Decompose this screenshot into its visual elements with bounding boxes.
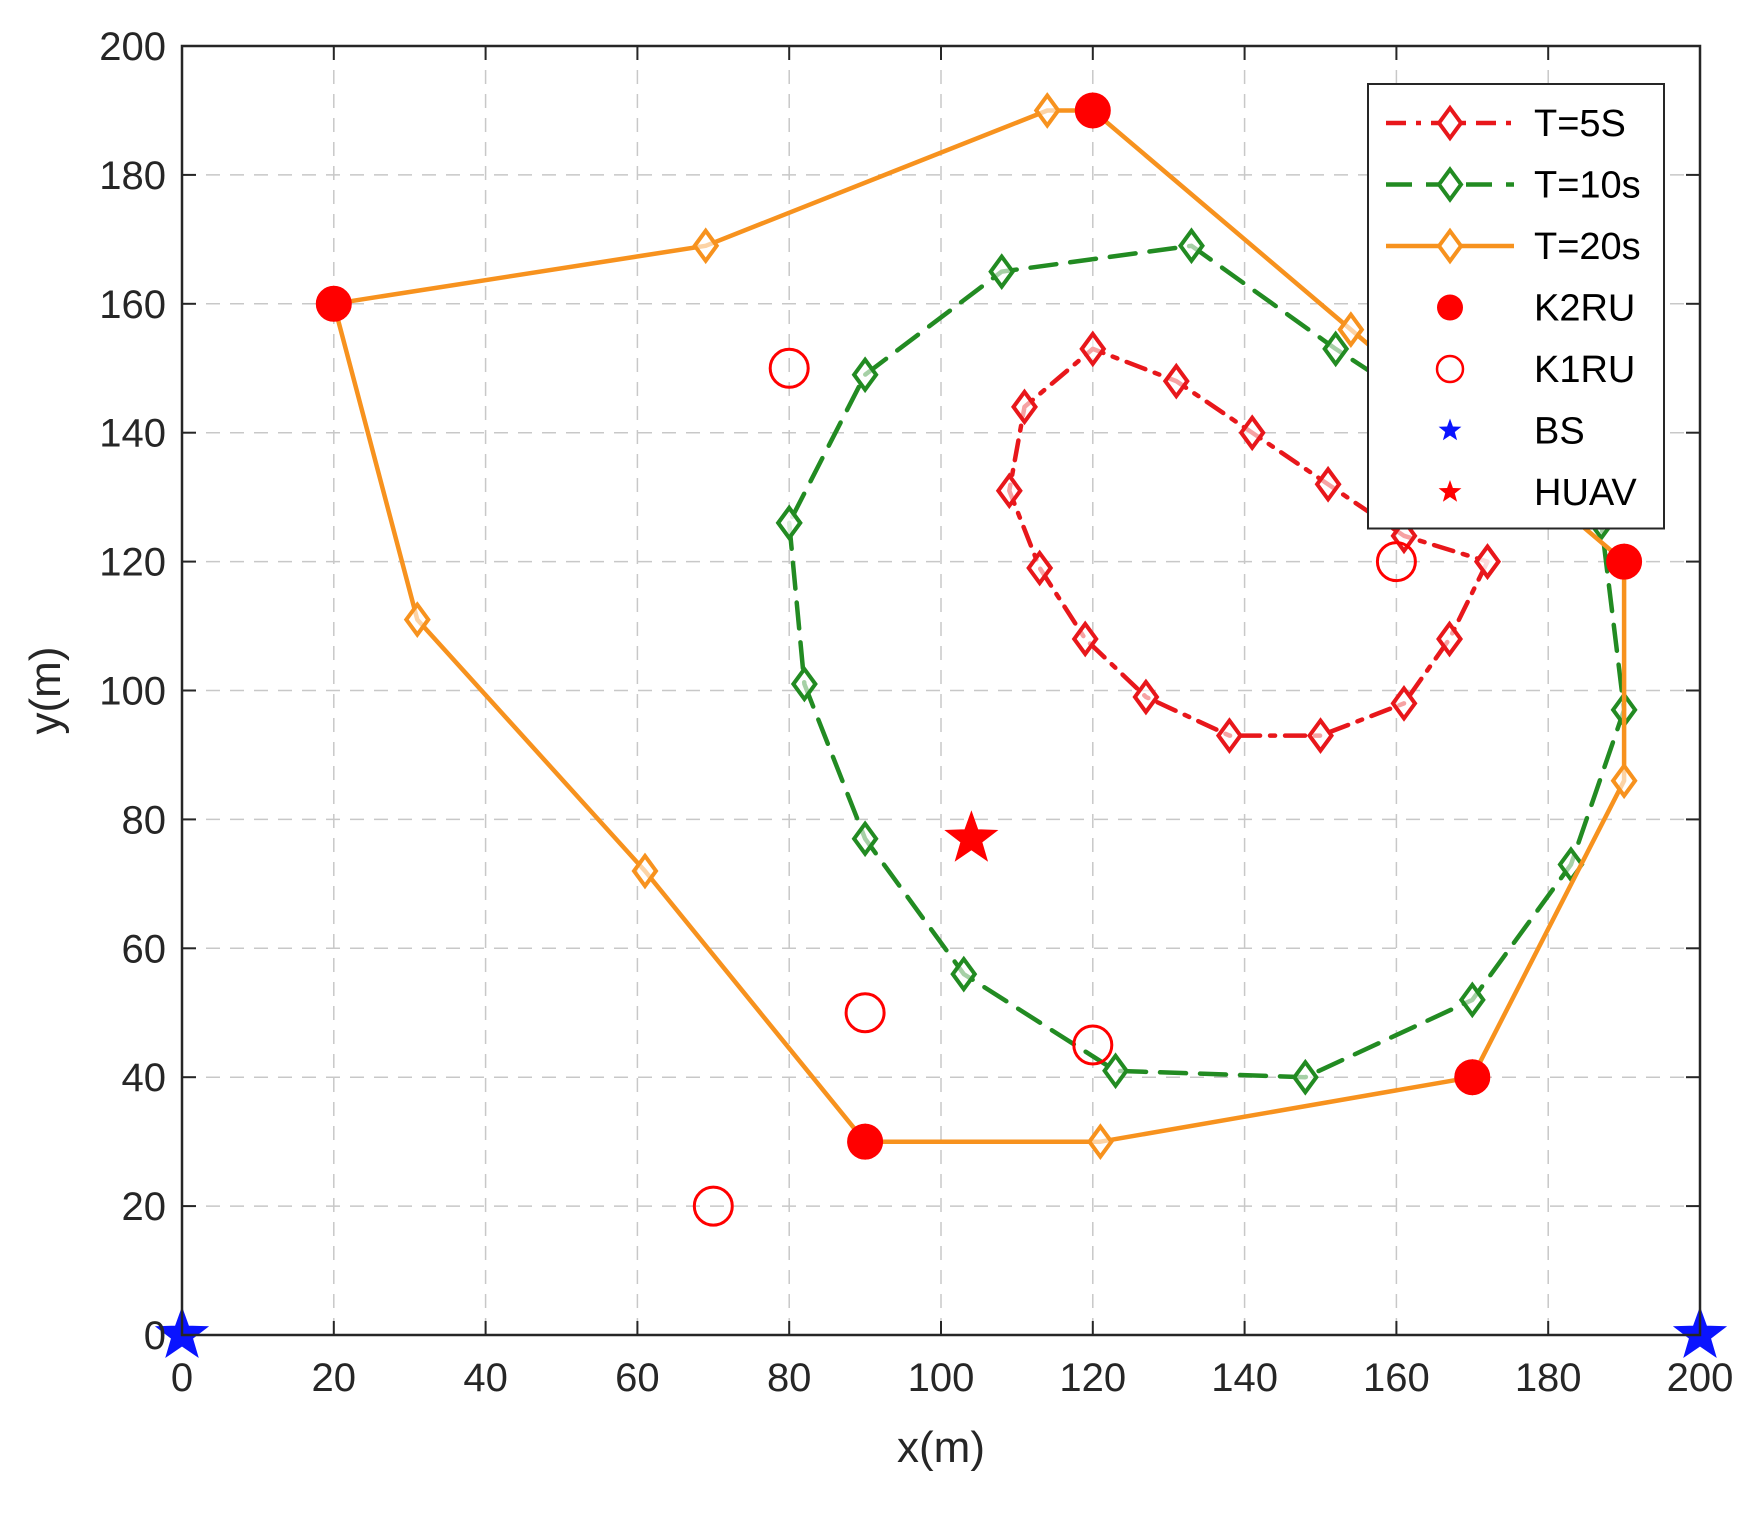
series-point: [995, 472, 1023, 510]
marker-point: [768, 347, 810, 389]
legend-label: T=20s: [1534, 226, 1641, 268]
legend-swatch-marker: [1438, 418, 1462, 441]
series-point: [1033, 92, 1061, 129]
legend-label: K1RU: [1534, 349, 1635, 391]
marker-point: [1606, 543, 1643, 580]
legend-label: T=5S: [1534, 103, 1626, 145]
legend-swatch-marker: [1435, 354, 1465, 384]
marker-point: [1072, 1024, 1114, 1066]
marker-point: [1074, 92, 1111, 129]
series-point: [1026, 549, 1054, 587]
series-point: [988, 253, 1016, 290]
series-point: [692, 227, 720, 265]
legend-swatch-marker: [1437, 294, 1463, 321]
series-point: [1314, 465, 1342, 503]
series-point: [631, 852, 659, 890]
series-point: [1215, 717, 1243, 754]
marker-point: [692, 1185, 734, 1227]
grid: [182, 46, 1700, 1335]
y-tick-label: 40: [122, 1056, 167, 1100]
marker-point: [944, 810, 999, 862]
series-point: [1390, 685, 1418, 722]
x-tick-label: 160: [1363, 1356, 1430, 1400]
legend-label: BS: [1534, 411, 1585, 453]
x-axis-title: x(m): [897, 1423, 985, 1472]
x-tick-label: 100: [908, 1356, 975, 1400]
y-tick-label: 160: [99, 283, 166, 327]
legend-box: [1367, 83, 1665, 530]
x-tick-label: 0: [171, 1356, 193, 1400]
series-point: [1436, 620, 1464, 658]
axes: 0 20 40 60 80 100 120 140 160 180 200 0 20 40 60 80 100 1…: [21, 25, 1733, 1472]
x-tick-label: 180: [1515, 1356, 1582, 1400]
series-point: [1086, 1123, 1114, 1161]
y-tick-label: 20: [122, 1185, 167, 1229]
series-point: [1337, 311, 1365, 348]
series-point: [403, 601, 431, 638]
y-tick-label: 180: [99, 154, 166, 198]
series-line: [1007, 346, 1490, 738]
y-tick-label: 0: [144, 1314, 166, 1358]
series-point: [1291, 1058, 1319, 1096]
x-tick-label: 200: [1667, 1356, 1734, 1400]
series-point: [1322, 330, 1350, 368]
y-axis-title: y(m): [21, 647, 70, 735]
x-tick-label: 140: [1211, 1356, 1278, 1400]
series-point: [790, 665, 818, 703]
x-tick-label: 20: [312, 1356, 357, 1400]
legend-swatch-marker: [1436, 166, 1464, 203]
series-point: [1102, 1052, 1130, 1090]
series-point: [950, 955, 978, 993]
legend-swatch-marker: [1436, 227, 1464, 265]
y-tick-label: 200: [99, 25, 166, 69]
legend-label: T=10s: [1534, 165, 1641, 207]
x-tick-label: 120: [1059, 1356, 1126, 1400]
series-point: [1132, 678, 1160, 716]
series-point: [1011, 388, 1038, 426]
series-point: [1473, 543, 1501, 580]
y-tick-label: 120: [99, 541, 166, 585]
series-point: [1162, 362, 1190, 400]
x-tick-label: 80: [767, 1356, 812, 1400]
x-tick-label: 60: [615, 1356, 660, 1400]
marker-point: [847, 1123, 884, 1160]
legend-swatch-marker: [1438, 480, 1462, 502]
marker-point: [1375, 541, 1417, 583]
series-point: [1177, 227, 1205, 265]
x-tick-label: 40: [463, 1356, 508, 1400]
series-point: [1458, 981, 1486, 1019]
series-point: [851, 820, 879, 858]
legend: T=5S T=10s T=20s K2RU K1RU BS HUAV: [1367, 83, 1665, 530]
y-tick-label: 80: [122, 798, 167, 842]
marker-point: [315, 285, 352, 322]
y-tick-label: 100: [99, 670, 166, 714]
series-point: [851, 356, 879, 394]
y-tick-label: 60: [122, 927, 167, 971]
series-point: [1079, 330, 1107, 368]
marker-point: [1454, 1059, 1491, 1096]
series-point: [1307, 717, 1334, 754]
legend-swatch-marker: [1436, 104, 1464, 142]
y-tick-label: 140: [99, 412, 166, 456]
series-point: [1071, 620, 1099, 658]
series-point: [775, 504, 803, 542]
series-point: [1238, 414, 1266, 452]
legend-label: HUAV: [1534, 472, 1637, 514]
legend-label: K2RU: [1534, 288, 1635, 330]
marker-point: [844, 992, 886, 1034]
series-point: [1610, 762, 1638, 800]
